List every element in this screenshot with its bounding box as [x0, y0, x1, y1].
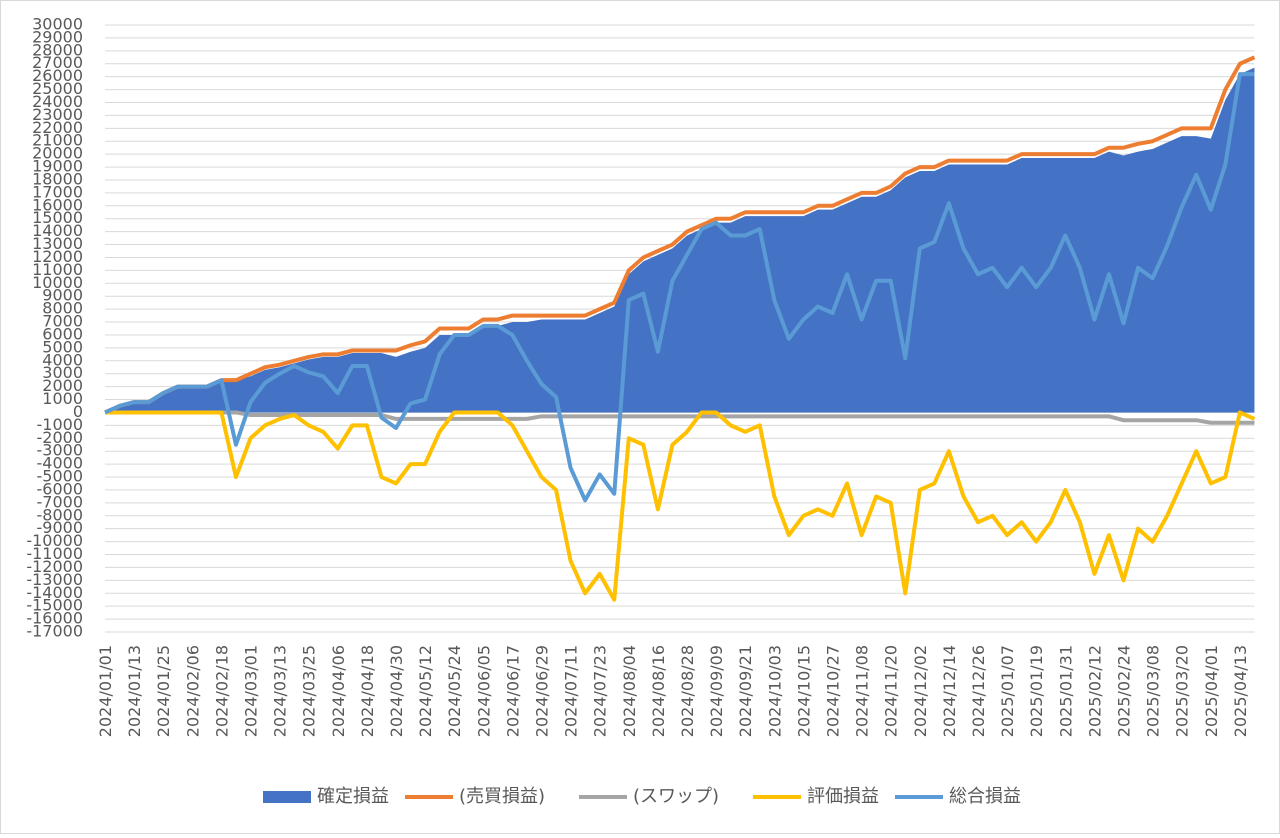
y-tick-label: 5000 — [42, 337, 83, 356]
x-tick-label: 2024/12/26 — [969, 645, 988, 737]
x-tick-label: 2024/06/29 — [533, 645, 552, 737]
x-tick-label: 2024/11/20 — [882, 645, 901, 737]
x-tick-label: 2025/03/20 — [1173, 645, 1192, 737]
y-tick-label: 16000 — [32, 195, 83, 214]
legend-label: (売買損益) — [459, 786, 545, 807]
y-tick-label: 10000 — [32, 273, 83, 292]
x-tick-label: 2024/04/30 — [387, 645, 406, 737]
y-tick-label: 22000 — [32, 118, 83, 137]
y-tick-label: 15000 — [32, 208, 83, 227]
y-tick-label: 26000 — [32, 66, 83, 85]
y-tick-label: 14000 — [32, 221, 83, 240]
x-tick-label: 2024/08/16 — [649, 645, 668, 737]
x-tick-label: 2024/03/01 — [242, 645, 261, 737]
y-tick-label: -15000 — [26, 596, 83, 615]
x-tick-label: 2024/06/17 — [503, 645, 522, 737]
line — [104, 72, 1255, 503]
x-tick-label: 2024/07/11 — [562, 645, 581, 737]
y-tick-label: -13000 — [26, 570, 83, 589]
x-tick-label: 2024/04/18 — [358, 645, 377, 737]
x-tick-label: 2024/07/23 — [591, 645, 610, 737]
y-tick-label: -14000 — [26, 583, 83, 602]
x-tick-label: 2024/01/01 — [96, 645, 115, 737]
x-tick-label: 2024/08/28 — [678, 645, 697, 737]
y-tick-label: -1000 — [37, 415, 84, 434]
x-tick-label: 2024/04/06 — [329, 645, 348, 737]
x-tick-label: 2025/01/31 — [1056, 645, 1075, 737]
x-tick-label: 2024/11/08 — [853, 645, 872, 737]
legend-swatch — [263, 791, 311, 803]
x-tick-label: 2024/05/24 — [445, 645, 464, 737]
x-tick-label: 2024/05/12 — [416, 645, 435, 737]
x-tick-label: 2025/04/01 — [1202, 645, 1221, 737]
x-tick-label: 2025/04/13 — [1231, 645, 1250, 737]
x-tick-label: 2024/08/04 — [620, 645, 639, 737]
y-tick-label: 28000 — [32, 40, 83, 59]
x-tick-label: 2024/09/09 — [707, 645, 726, 737]
y-tick-label: -5000 — [37, 467, 84, 486]
y-tick-label: 30000 — [32, 15, 83, 34]
legend-label: 総合損益 — [949, 786, 1021, 807]
y-tick-label: 13000 — [32, 234, 83, 253]
y-tick-label: -10000 — [26, 531, 83, 550]
line — [105, 410, 1256, 602]
x-tick-label: 2024/01/25 — [154, 645, 173, 737]
y-tick-label: -16000 — [26, 609, 83, 628]
y-tick-label: -12000 — [26, 557, 83, 576]
area — [105, 67, 1255, 413]
x-tick-label: 2024/03/13 — [271, 645, 290, 737]
y-tick-label: 25000 — [32, 79, 83, 98]
x-tick-label: 2024/09/21 — [736, 645, 755, 737]
y-tick-label: -2000 — [37, 428, 84, 447]
y-tick-label: 7000 — [42, 312, 83, 331]
x-tick-label: 2025/02/12 — [1085, 645, 1104, 737]
y-tick-label: 9000 — [42, 286, 83, 305]
y-tick-label: 4000 — [42, 350, 83, 369]
y-tick-label: 19000 — [32, 157, 83, 176]
y-tick-label: 8000 — [42, 299, 83, 318]
y-tick-label: 29000 — [32, 27, 83, 46]
y-tick-label: -8000 — [37, 505, 84, 524]
x-tick-label: 2024/02/06 — [183, 645, 202, 737]
x-tick-label: 2024/12/14 — [940, 645, 959, 737]
y-tick-label: 23000 — [32, 105, 83, 124]
y-tick-label: 18000 — [32, 169, 83, 188]
x-tick-label: 2025/03/08 — [1144, 645, 1163, 737]
y-tick-label: -7000 — [37, 492, 84, 511]
y-tick-label: 24000 — [32, 92, 83, 111]
y-tick-label: 20000 — [32, 144, 83, 163]
y-tick-label: 27000 — [32, 53, 83, 72]
y-tick-label: 6000 — [42, 324, 83, 343]
x-tick-label: 2025/01/19 — [1027, 645, 1046, 737]
y-tick-label: 3000 — [42, 363, 83, 382]
x-tick-label: 2024/12/02 — [911, 645, 930, 737]
x-tick-label: 2025/02/24 — [1115, 645, 1134, 737]
x-tick-label: 2024/10/15 — [794, 645, 813, 737]
x-tick-label: 2024/10/03 — [765, 645, 784, 737]
y-tick-label: -4000 — [37, 454, 84, 473]
x-tick-label: 2024/10/27 — [824, 645, 843, 737]
y-tick-label: -6000 — [37, 479, 84, 498]
y-tick-label: -9000 — [37, 518, 84, 537]
y-tick-label: -11000 — [26, 544, 83, 563]
x-tick-label: 2024/01/13 — [125, 645, 144, 737]
y-tick-label: 0 — [73, 402, 83, 421]
x-tick-label: 2024/03/25 — [300, 645, 319, 737]
x-tick-label: 2024/06/05 — [474, 645, 493, 737]
y-tick-label: 12000 — [32, 247, 83, 266]
y-tick-label: 17000 — [32, 182, 83, 201]
legend-label: 評価損益 — [807, 786, 879, 807]
y-tick-label: -17000 — [26, 622, 83, 641]
y-tick-label: 11000 — [32, 260, 83, 279]
y-tick-label: -3000 — [37, 441, 84, 460]
x-tick-label: 2024/02/18 — [212, 645, 231, 737]
legend-label: (スワップ) — [633, 786, 719, 807]
y-tick-label: 21000 — [32, 131, 83, 150]
x-tick-label: 2025/01/07 — [998, 645, 1017, 737]
y-tick-label: 1000 — [42, 389, 83, 408]
line — [104, 55, 1256, 415]
legend-label: 確定損益 — [317, 786, 389, 807]
y-tick-label: 2000 — [42, 376, 83, 395]
